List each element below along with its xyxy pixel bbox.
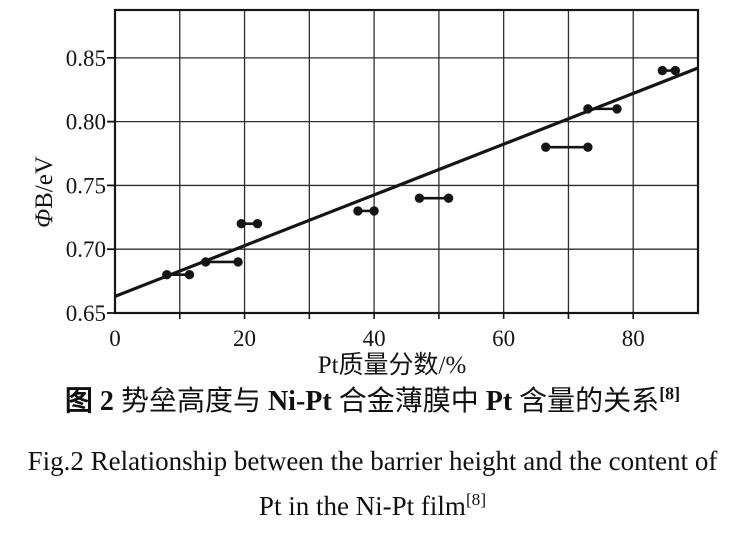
- data-point: [443, 193, 454, 203]
- caption-segment: Pt in the Ni-Pt film: [258, 491, 466, 521]
- plot-border: [113, 8, 700, 315]
- trend-line: [114, 66, 699, 298]
- superscript-ref: [8]: [465, 490, 487, 509]
- x-tick-label: 0: [109, 326, 121, 351]
- y-tick-label: 0.70: [66, 237, 106, 262]
- y-tick-label: 0.80: [66, 110, 106, 135]
- caption-segment: Ni-Pt: [267, 386, 332, 417]
- y-axis-label-part: Φ: [31, 209, 58, 228]
- data-point: [233, 257, 243, 267]
- data-point: [353, 206, 363, 216]
- data-point: [583, 142, 593, 152]
- caption-segment: 势垒高度与: [113, 386, 268, 417]
- caption-segment: 含量的关系: [512, 386, 660, 417]
- y-tick-label: 0.75: [66, 173, 106, 198]
- data-point: [236, 218, 247, 229]
- y-axis-label: ΦB/eV: [31, 156, 58, 228]
- caption-segment: 合金薄膜中: [331, 386, 486, 417]
- x-tick-label: 60: [492, 326, 515, 351]
- x-tick-label: 80: [622, 326, 645, 351]
- figure-caption-zh: 图 2 势垒高度与 Ni-Pt 合金薄膜中 Pt 含量的关系[8]: [0, 384, 745, 420]
- chart-svg: 0 20 40 60 80 0.65 0.70 0.75 0.80 0.85 Pt质量分数/% ΦB/…: [31, 8, 700, 379]
- data-point: [414, 193, 425, 203]
- data-point: [657, 65, 668, 76]
- data-point: [583, 104, 593, 114]
- superscript-ref: [8]: [659, 383, 681, 404]
- data-point: [670, 65, 681, 76]
- data-point: [541, 142, 551, 152]
- y-tick-label: 0.85: [66, 46, 106, 71]
- data-point: [369, 206, 379, 216]
- data-point: [184, 270, 195, 280]
- caption-segment: 图 2: [64, 386, 114, 417]
- chart-area: 0 20 40 60 80 0.65 0.70 0.75 0.80 0.85 Pt质量分数/% ΦB/…: [31, 8, 700, 379]
- data-point: [252, 218, 263, 229]
- data-point: [162, 270, 172, 280]
- data-point: [612, 104, 622, 114]
- data-point: [200, 257, 211, 267]
- x-tick-label: 20: [233, 326, 256, 351]
- y-tick-label: 0.65: [66, 301, 106, 326]
- caption-segment: Pt: [485, 386, 513, 417]
- figure-caption-en-line1: Fig.2 Relationship between the barrier h…: [27, 446, 718, 476]
- x-axis-label: Pt质量分数/%: [318, 351, 467, 379]
- y-axis-label-part: B/eV: [31, 156, 58, 209]
- figure-caption-en-line2: Pt in the Ni-Pt film[8]: [0, 489, 745, 523]
- x-tick-label: 40: [363, 326, 386, 351]
